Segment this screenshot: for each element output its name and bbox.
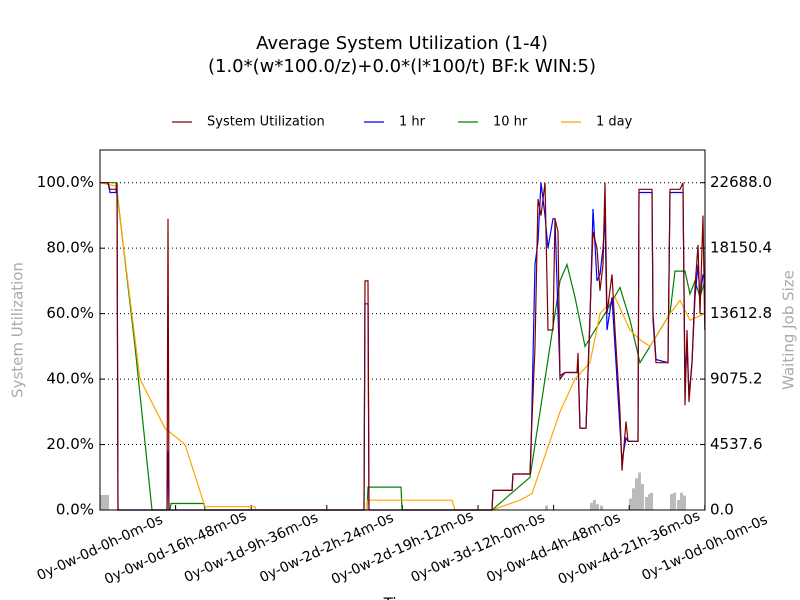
legend-label: System Utilization xyxy=(207,115,325,130)
waiting-bar xyxy=(635,478,638,510)
chart-title: Average System Utilization (1-4) xyxy=(256,33,548,54)
x-tick-label: 0y-0w-2d-19h-12m-0s xyxy=(329,508,476,588)
legend-label: 10 hr xyxy=(493,115,528,130)
waiting-bar xyxy=(650,492,653,510)
y2-tick-label: 22688.0 xyxy=(710,173,772,191)
x-axis-label: Time xyxy=(383,595,421,600)
series-line xyxy=(100,182,706,511)
y2-tick-label: 4537.6 xyxy=(710,435,763,453)
x-tick-label: 0y-0w-4d-21h-36m-0s xyxy=(556,508,703,588)
waiting-bar xyxy=(648,494,651,510)
waiting-bar xyxy=(670,494,673,510)
x-tick-label: 0y-0w-3d-12h-0m-0s xyxy=(409,510,548,586)
x-tick-label: 0y-0w-4d-4h-48m-0s xyxy=(484,510,623,586)
chart-subtitle: (1.0*(w*100.0/z)+0.0*(l*100/t) BF:k WIN:… xyxy=(208,56,596,77)
y-tick-label: 20.0% xyxy=(46,435,94,453)
waiting-bar xyxy=(632,488,635,510)
waiting-bar xyxy=(641,484,644,510)
legend-label: 1 hr xyxy=(399,115,426,130)
y-tick-label: 60.0% xyxy=(46,304,94,322)
waiting-bar xyxy=(103,494,106,510)
plot-frame xyxy=(99,149,706,511)
y2-tick-label: 9075.2 xyxy=(710,370,763,388)
x-tick-label: 0y-0w-0d-0h-0m-0s xyxy=(35,512,166,584)
waiting-bar xyxy=(680,492,683,510)
y2-axis-label: Waiting Job Size xyxy=(780,270,798,390)
y2-tick-label: 18150.4 xyxy=(710,239,772,257)
y-tick-label: 0.0% xyxy=(56,501,94,519)
waiting-bar xyxy=(638,472,641,510)
legend-label: 1 day xyxy=(596,115,633,130)
y2-tick-label: 0.0 xyxy=(710,501,734,519)
y-tick-label: 100.0% xyxy=(37,173,94,191)
waiting-bar xyxy=(673,492,676,510)
waiting-bar xyxy=(590,502,593,510)
x-tick-label: 0y-0w-0d-16h-48m-0s xyxy=(102,508,249,588)
waiting-bar xyxy=(600,505,603,510)
y-axis-label: System Utilization xyxy=(9,262,27,398)
waiting-bar xyxy=(545,505,548,510)
waiting-bar xyxy=(629,498,632,510)
waiting-bar xyxy=(106,494,109,510)
x-tick-label: 0y-1w-0d-0h-0m-0s xyxy=(639,512,770,584)
waiting-bar xyxy=(645,497,648,510)
y-tick-label: 80.0% xyxy=(46,239,94,257)
waiting-bar xyxy=(596,504,599,510)
waiting-bar xyxy=(683,495,686,510)
x-tick-label: 0y-0w-2d-2h-24m-0s xyxy=(257,510,396,586)
series-line xyxy=(100,182,706,511)
series-line xyxy=(99,182,706,511)
x-tick-label: 0y-0w-1d-9h-36m-0s xyxy=(182,510,321,586)
waiting-bar xyxy=(593,499,596,510)
waiting-bar xyxy=(677,499,680,510)
waiting-bar xyxy=(100,494,103,510)
y-tick-label: 40.0% xyxy=(46,370,94,388)
y2-tick-label: 13612.8 xyxy=(710,304,772,322)
